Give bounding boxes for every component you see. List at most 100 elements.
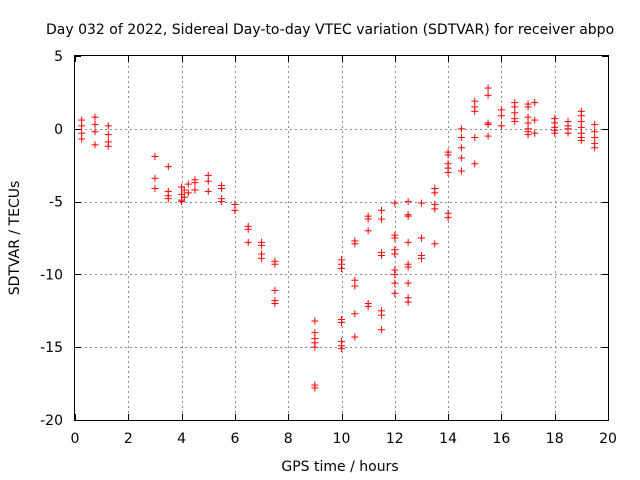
data-point	[531, 99, 539, 107]
data-point	[431, 240, 439, 248]
data-point	[184, 189, 192, 197]
data-point	[471, 160, 479, 168]
data-point	[457, 134, 465, 142]
data-point	[444, 168, 452, 176]
data-point	[258, 241, 266, 249]
data-point	[204, 187, 212, 195]
data-point	[531, 116, 539, 124]
data-point	[457, 167, 465, 175]
data-point	[551, 129, 559, 137]
data-point	[244, 225, 252, 233]
data-point	[351, 282, 359, 290]
chart-title: Day 032 of 2022, Sidereal Day-to-day VTE…	[46, 22, 614, 38]
data-point	[164, 163, 172, 171]
data-point	[364, 215, 372, 223]
data-point	[104, 142, 112, 150]
data-point	[180, 186, 188, 194]
data-point	[484, 84, 492, 92]
data-point	[377, 215, 385, 223]
data-point	[391, 250, 399, 258]
data-point	[391, 199, 399, 207]
data-point	[404, 279, 412, 287]
data-point	[531, 129, 539, 137]
data-point	[404, 263, 412, 271]
x-tick-label: 20	[599, 431, 617, 447]
data-point	[591, 144, 599, 152]
data-point	[457, 144, 465, 152]
data-point	[364, 302, 372, 310]
data-point	[151, 152, 159, 160]
data-point	[351, 333, 359, 341]
data-point	[180, 193, 188, 201]
x-tick-label: 10	[333, 431, 351, 447]
data-point	[511, 118, 519, 126]
data-point	[91, 120, 99, 128]
data-point	[377, 326, 385, 334]
data-point	[184, 180, 192, 188]
data-point	[431, 205, 439, 213]
data-point	[457, 154, 465, 162]
data-point	[457, 125, 465, 133]
data-point	[391, 270, 399, 278]
data-point	[164, 195, 172, 203]
data-point	[431, 189, 439, 197]
data-point	[218, 184, 226, 192]
data-point	[484, 91, 492, 99]
data-point	[417, 199, 425, 207]
y-tick-label: 5	[54, 49, 63, 65]
data-point	[244, 238, 252, 246]
y-tick-labels: 5 0 -5 -10 -15 -20	[40, 49, 63, 429]
data-point	[497, 122, 505, 130]
data-point	[91, 128, 99, 136]
data-point	[524, 103, 532, 111]
data-point	[271, 300, 279, 308]
data-point	[271, 286, 279, 294]
data-point	[484, 132, 492, 140]
data-point	[564, 129, 572, 137]
y-axis-label: SDTVAR / TECUs	[7, 181, 23, 296]
y-tick-label: -10	[40, 267, 63, 283]
data-point	[404, 198, 412, 206]
data-point	[471, 134, 479, 142]
data-point	[104, 122, 112, 130]
data-point	[204, 177, 212, 185]
data-point	[178, 198, 186, 206]
y-tick-label: -15	[40, 340, 63, 356]
data-point	[311, 343, 319, 351]
data-point	[417, 254, 425, 262]
data-point	[338, 318, 345, 326]
data-point	[311, 317, 319, 325]
data-point	[258, 254, 266, 262]
data-point	[338, 265, 345, 273]
data-point	[577, 136, 585, 144]
data-points	[78, 84, 599, 392]
x-tick-labels: 0 2 4 6 8 10 12 14 16 18 20	[71, 431, 617, 447]
data-point	[391, 234, 399, 242]
data-point	[497, 112, 505, 120]
x-tick-label: 16	[492, 431, 510, 447]
data-point	[404, 212, 412, 220]
data-point	[191, 186, 199, 194]
data-point	[351, 240, 359, 248]
x-tick-label: 0	[71, 431, 80, 447]
y-tick-label: -5	[49, 195, 63, 211]
data-point	[91, 113, 99, 121]
grid-lines	[75, 56, 608, 420]
x-tick-label: 14	[439, 431, 457, 447]
plot-frame	[74, 55, 609, 421]
data-point	[104, 131, 112, 139]
data-point	[231, 206, 239, 214]
data-point	[311, 384, 319, 392]
data-point	[351, 310, 359, 318]
data-point	[484, 120, 492, 128]
data-point	[524, 131, 532, 139]
x-tick-label: 8	[284, 431, 293, 447]
data-point	[404, 298, 412, 306]
x-axis-label: GPS time / hours	[281, 459, 398, 475]
x-tick-label: 6	[230, 431, 239, 447]
x-tick-label: 2	[124, 431, 133, 447]
data-point	[364, 227, 372, 235]
data-point	[417, 234, 425, 242]
axis-ticks	[75, 56, 609, 421]
